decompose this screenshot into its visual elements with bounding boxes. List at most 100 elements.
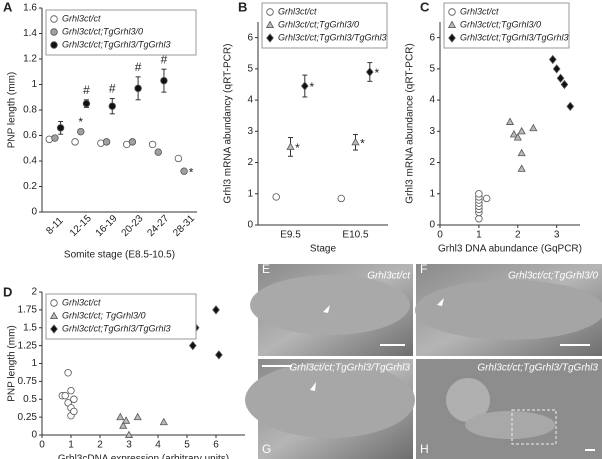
x-tick-label: 0 <box>39 440 45 451</box>
annotation: * <box>309 80 314 94</box>
y-tick-label: 0 <box>31 207 37 218</box>
data-point <box>475 190 483 198</box>
y-tick-label: 2 <box>247 157 253 168</box>
data-point <box>509 129 518 138</box>
data-point <box>351 137 360 146</box>
y-tick-label: 0.6 <box>23 130 37 141</box>
data-point <box>552 64 561 74</box>
y-tick-label: 1 <box>247 188 253 199</box>
legend-marker <box>265 20 275 28</box>
x-axis-label: Somite stage (E8.5-10.5) <box>64 250 175 261</box>
data-point <box>529 123 538 132</box>
y-tick-label: 1.5 <box>23 322 37 333</box>
legend-label: Grhl3ct/ct;TgGrhl3/TgGrhl3 <box>460 32 569 42</box>
data-point <box>77 127 85 136</box>
legend-label: Grhl3ct/ct <box>278 6 317 16</box>
legend-label: Grhl3ct/ct <box>460 6 499 16</box>
micrograph-h <box>416 359 602 459</box>
panel-letter: D <box>3 284 12 299</box>
legend-marker <box>266 8 274 16</box>
annotation: # <box>161 52 168 66</box>
legend-marker <box>50 299 58 307</box>
legend-label: Grhl3ct/ct;TgGrhl3/0 <box>62 26 143 36</box>
y-tick-label: 4 <box>429 95 435 106</box>
panel-letter: A <box>3 0 13 14</box>
x-tick-label: 1 <box>476 230 482 241</box>
data-point <box>272 193 280 201</box>
y-tick-label: 1.4 <box>23 28 37 39</box>
legend-label: Grhl3ct/ct;TgGrhl3/0 <box>278 19 359 29</box>
micrograph-f <box>415 264 602 356</box>
x-tick-label: 2 <box>515 230 521 241</box>
legend-marker <box>448 8 456 16</box>
data-point <box>128 138 137 146</box>
legend-label: Grhl3ct/ct;TgGrhl3/0 <box>460 19 541 29</box>
legend-marker <box>50 41 58 49</box>
data-point <box>174 154 183 163</box>
x-tick-label: 5 <box>184 440 190 451</box>
data-point <box>70 407 78 416</box>
data-point <box>482 194 491 203</box>
x-tick-label: 3 <box>554 230 560 241</box>
data-point <box>475 215 483 223</box>
legend-label: Grhl3ct/ct <box>62 297 101 307</box>
annotation: * <box>374 66 379 80</box>
data-point <box>71 138 79 146</box>
y-tick-label: 5 <box>247 63 253 74</box>
image-panel-letter: H <box>420 442 429 456</box>
y-tick-label: 6 <box>429 32 435 43</box>
legend-marker <box>50 324 58 334</box>
data-point <box>154 148 162 156</box>
data-point <box>61 391 69 400</box>
data-point <box>365 67 374 77</box>
y-tick-label: 2 <box>31 287 37 298</box>
data-point <box>505 117 515 125</box>
legend-marker <box>448 33 456 43</box>
legend-label: Grhl3ct/ct; TgGrhl3/0 <box>62 310 146 320</box>
legend-marker <box>50 15 58 23</box>
y-axis-label: PNP length (mm) <box>7 325 18 402</box>
x-tick-label: 1 <box>68 440 74 451</box>
micrograph-e <box>250 264 413 356</box>
data-point <box>566 101 575 111</box>
data-point <box>212 305 220 315</box>
y-tick-label: 0.4 <box>23 156 37 167</box>
y-tick-label: 6 <box>247 32 253 43</box>
x-tick-label: 20-23 <box>120 213 146 239</box>
data-point <box>548 54 557 65</box>
data-point <box>188 340 197 351</box>
data-point <box>300 81 309 91</box>
data-point <box>517 148 526 157</box>
annotation: * <box>360 136 365 150</box>
y-axis-label: Grhl3 mRNA abundancy (qRT-PCR) <box>223 44 234 204</box>
x-tick-label: 16-19 <box>94 213 120 239</box>
legend-label: Grhl3ct/ct <box>62 13 101 23</box>
y-tick-label: 5 <box>429 63 435 74</box>
y-tick-label: 1 <box>31 358 37 369</box>
image-label: Grhl3ct/ct;TgGrhl3/TgGrhl3 <box>477 363 598 374</box>
y-tick-label: 1 <box>31 79 37 90</box>
data-point <box>215 350 223 360</box>
image-panel-letter: E <box>262 262 270 276</box>
x-tick-label: 28-31 <box>171 213 197 239</box>
legend-marker <box>266 33 274 43</box>
data-point <box>70 395 78 403</box>
data-point <box>556 73 565 83</box>
data-point <box>64 369 72 377</box>
y-tick-label: 0 <box>31 430 37 441</box>
micrograph-g <box>245 359 415 459</box>
x-tick-label: 4 <box>155 440 161 451</box>
image-label: Grhl3ct/ct;TgGrhl3/0 <box>508 271 598 282</box>
legend-marker <box>49 311 59 319</box>
annotation: * <box>295 141 300 155</box>
y-tick-label: 0 <box>429 220 435 231</box>
data-point <box>160 76 168 85</box>
y-tick-label: 2 <box>429 157 435 168</box>
data-point <box>286 142 295 150</box>
y-tick-label: 0 <box>247 220 253 231</box>
data-point <box>108 102 116 110</box>
annotation: # <box>135 60 142 74</box>
legend-box <box>261 2 388 49</box>
x-tick-label: 8-11 <box>44 215 66 237</box>
data-point <box>159 417 168 426</box>
